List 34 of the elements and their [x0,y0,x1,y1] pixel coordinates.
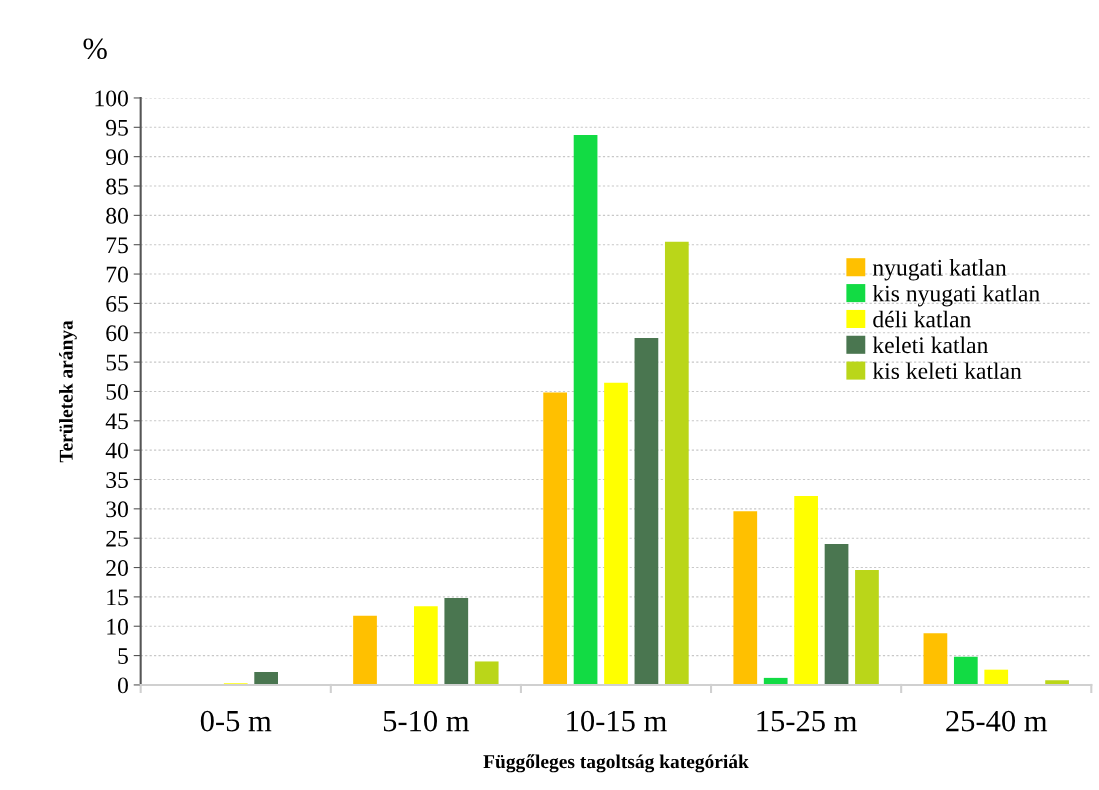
y-tick-label: 0 [117,677,128,694]
legend-label: nyugati katlan [872,259,1007,281]
y-tick-label: 15 [107,589,128,606]
y-tick-label: 25 [106,530,128,547]
y-tick-label: 60 [106,325,128,342]
legend-label: keleti katlan [872,336,989,354]
legend-label: déli katlan [873,310,971,328]
y-tick-label: 55 [106,354,128,371]
y-axis-title: Területek aránya [59,320,77,463]
y-tick-label: 5 [118,648,128,665]
y-tick-label: 20 [106,560,128,576]
text: % [83,38,107,60]
y-tick-label: 70 [106,266,128,283]
legend-label: kis nyugati katlan [872,284,1040,307]
y-tick-label: 90 [106,149,128,166]
y-tick-label: 40 [105,442,128,459]
legend-label: kis keleti katlan [872,362,1022,380]
y-tick-label: 45 [105,413,128,430]
y-tick-label: 50 [106,383,128,400]
y-tick-label: 35 [106,472,128,488]
x-tick-label: 5-10 m [383,710,470,732]
y-tick-label: 75 [106,237,128,254]
x-tick-label: 0-5 m [200,710,272,732]
y-tick-label: 65 [106,295,128,312]
y-tick-label: 80 [106,207,128,224]
y-tick-label: 85 [106,178,128,195]
x-axis-title: Függőleges tagoltság kategóriák [483,754,749,773]
x-tick-label: 15-25 m [757,710,857,732]
y-tick-label: 10 [107,618,128,635]
y-tick-label: 95 [106,119,128,136]
x-tick-label: 25-40 m [946,710,1048,732]
y-tick-label: 30 [106,501,128,518]
x-tick-label: 10-15 m [567,710,667,732]
y-tick-label: 100 [95,90,128,107]
